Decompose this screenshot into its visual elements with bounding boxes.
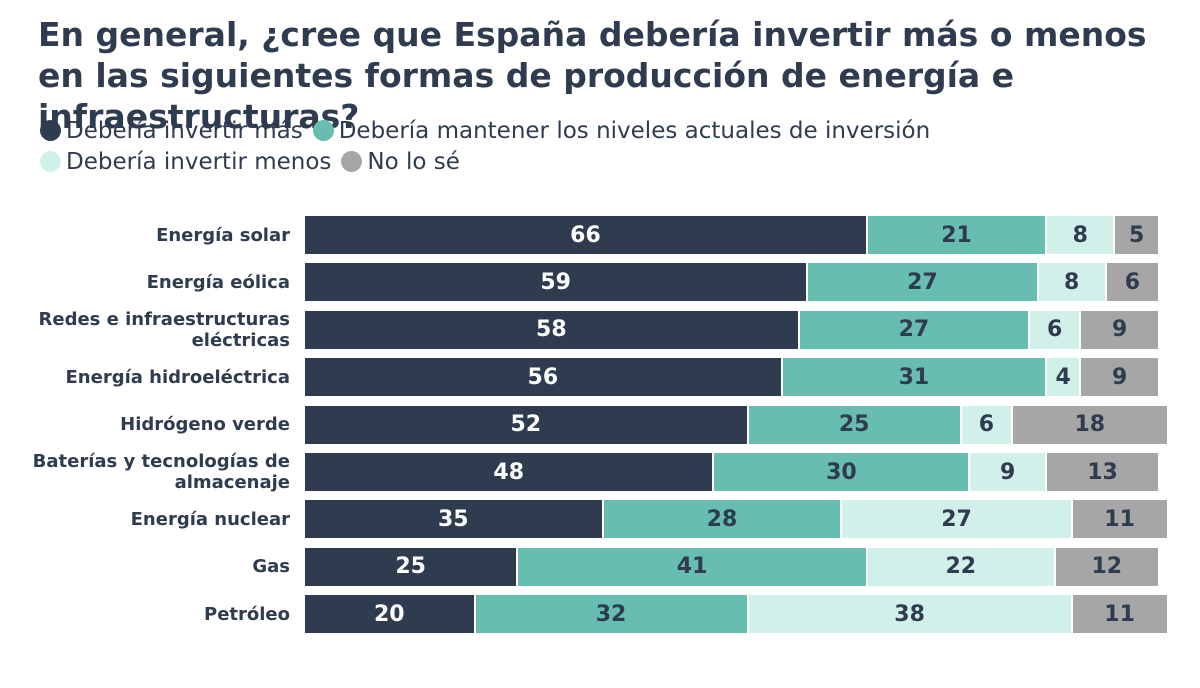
data-label: 21: [941, 222, 972, 248]
bar-segment: 6: [1030, 310, 1082, 349]
bar-segment: 8: [1038, 263, 1107, 302]
data-label: 22: [945, 554, 977, 580]
data-label: 52: [510, 412, 542, 438]
bar-segment: 48: [305, 453, 715, 491]
category-label: Redes e infraestructuras eléctricas: [38, 308, 291, 351]
bar-segment: 9: [1081, 358, 1158, 397]
data-label: 66: [570, 222, 601, 248]
bar-segment: 31: [782, 358, 1048, 397]
bar-segment: 9: [1081, 310, 1158, 349]
legend-item: Debería invertir menos: [40, 147, 331, 178]
data-label: 58: [536, 317, 567, 343]
data-label: 13: [1087, 459, 1118, 485]
data-label: 9: [1000, 459, 1016, 485]
data-label: 48: [493, 459, 525, 485]
legend-swatch: [312, 120, 334, 141]
data-label: 28: [706, 506, 738, 532]
data-label: 6: [978, 412, 995, 438]
data-label: 38: [894, 601, 925, 627]
data-label: 6: [1046, 317, 1063, 343]
data-label: 9: [1111, 364, 1128, 390]
legend-label: Debería invertir menos: [66, 149, 332, 175]
bar-segment: 6: [961, 405, 1013, 444]
bar-segment: 9: [970, 453, 1048, 491]
legend-item: No lo sé: [341, 147, 460, 178]
bar-segment: 35: [305, 500, 604, 539]
bar-segment: 25: [305, 547, 519, 586]
legend-label: Debería mantener los niveles actuales de…: [338, 118, 931, 144]
category-label: Gas: [252, 556, 290, 578]
bar-segment: 5: [1115, 216, 1158, 254]
data-label: 25: [838, 412, 870, 438]
bar-segment: 56: [305, 358, 783, 397]
data-label: 20: [373, 601, 405, 627]
bar-segment: 59: [305, 263, 809, 302]
bar-segment: 21: [867, 216, 1048, 254]
bar-segment: 13: [1047, 453, 1158, 491]
bar-segment: 27: [842, 500, 1073, 539]
category-label: Hidrógeno verde: [120, 414, 290, 436]
data-label: 32: [595, 601, 627, 627]
bar-segment: 18: [1012, 405, 1167, 444]
data-label: 5: [1129, 222, 1145, 248]
data-label: 31: [898, 364, 930, 390]
bar-segment: 27: [808, 263, 1039, 302]
legend-swatch: [341, 151, 363, 172]
legend-swatch: [40, 120, 61, 141]
data-label: 11: [1104, 506, 1135, 532]
data-label: 27: [898, 317, 930, 343]
bar-segment: 58: [305, 310, 800, 349]
category-label: Energía solar: [156, 224, 290, 246]
data-label: 35: [437, 506, 469, 532]
legend-label: Debería invertir más: [66, 118, 303, 144]
data-label: 27: [941, 506, 972, 532]
category-label: Energía eólica: [146, 271, 290, 293]
bar-segment: 27: [799, 310, 1031, 349]
bar-segment: 8: [1047, 216, 1116, 254]
bar-segment: 22: [867, 547, 1056, 586]
bar-segment: 52: [305, 405, 749, 444]
data-label: 4: [1055, 364, 1071, 390]
bar-segment: 20: [305, 595, 476, 634]
chart-legend: Debería invertir más Debería mantener los…: [40, 116, 1160, 178]
data-label: 8: [1072, 222, 1088, 248]
bar-segment: 28: [603, 500, 843, 539]
bar-segment: 4: [1047, 358, 1082, 397]
legend-swatch: [40, 151, 61, 172]
data-label: 56: [527, 364, 559, 390]
legend-item: Debería mantener los niveles actuales de…: [312, 116, 931, 147]
category-label: Petróleo: [204, 603, 290, 625]
bar-segment: 41: [518, 547, 868, 586]
data-label: 41: [676, 554, 708, 580]
data-label: 9: [1111, 317, 1128, 343]
legend-label: No lo sé: [367, 149, 460, 175]
bar-segment: 38: [748, 595, 1073, 634]
data-label: 8: [1064, 269, 1080, 295]
data-label: 11: [1104, 601, 1135, 627]
data-label: 25: [395, 554, 426, 580]
data-label: 30: [826, 459, 857, 485]
bar-segment: 25: [748, 405, 962, 444]
bar-segment: 11: [1072, 595, 1167, 634]
category-label: Energía hidroeléctrica: [65, 366, 291, 388]
bar-segment: 32: [475, 595, 749, 634]
bar-segment: 11: [1072, 500, 1167, 539]
data-label: 12: [1091, 554, 1123, 580]
data-label: 27: [907, 269, 938, 295]
legend-item: Debería invertir más: [40, 116, 303, 147]
data-label: 6: [1124, 269, 1141, 295]
bar-segment: 30: [714, 453, 971, 491]
category-label: Energía nuclear: [130, 508, 290, 530]
data-label: 18: [1074, 412, 1106, 438]
chart-title: En general, ¿cree que España debería inv…: [38, 15, 1147, 136]
bar-segment: 12: [1055, 547, 1158, 586]
data-label: 59: [540, 269, 571, 295]
bar-segment: 66: [305, 216, 868, 254]
category-label: Baterías y tecnologías de almacenaje: [32, 451, 290, 493]
bar-segment: 6: [1106, 263, 1158, 302]
